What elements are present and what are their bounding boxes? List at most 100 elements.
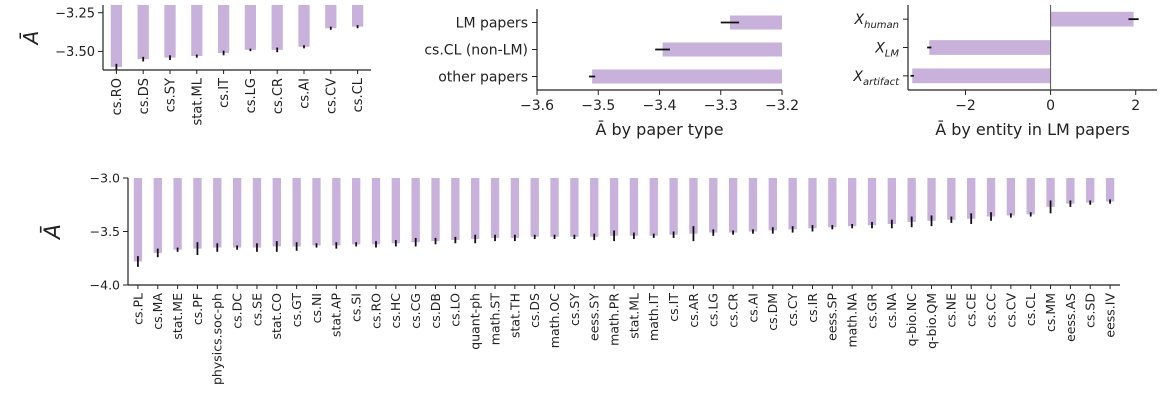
bar-stat-ml (629, 178, 639, 236)
x-tick-label-cs-ai: cs.AI (298, 78, 313, 109)
bar-math-pr (609, 178, 619, 236)
bar-cs-cl-non-lm- (662, 42, 782, 57)
x-tick-label-cs-cl: cs.CL (1023, 293, 1038, 326)
bar-lm-papers (729, 15, 782, 30)
x-tick-label-cs-sd: cs.SD (1083, 293, 1098, 328)
x-tick-label-eess-sp: eess.SP (825, 293, 840, 341)
bar-x-human (1050, 11, 1134, 27)
y-tick-label-lm-papers: LM papers (456, 16, 528, 32)
bar-stat-me (173, 178, 182, 250)
bar-cs-ar (689, 178, 698, 234)
x-tick-label-cs-ro: cs.RO (110, 78, 125, 115)
x-tick-label-cs-gt: cs.GT (289, 293, 304, 328)
y-tick-label-x-lm: XLM (874, 41, 899, 60)
x-tick-label-cs-cl: cs.CL (351, 77, 366, 112)
bar-eess-sp (828, 178, 837, 228)
x-tick-label: 2 (1131, 98, 1140, 114)
x-tick-label: 0 (1046, 98, 1055, 114)
bar-cs-cc (986, 178, 996, 217)
bar-math-na (847, 178, 857, 227)
bar-cs-sd (1086, 178, 1095, 203)
x-tick-label: −3.5 (581, 98, 615, 114)
x-tick-label-cs-ni: cs.NI (309, 293, 324, 323)
x-tick-label-cs-db: cs.DB (428, 293, 443, 329)
bar-cs-lg (709, 178, 718, 233)
bar-physics-soc-ph (213, 178, 222, 248)
bar-cs-mm (1046, 178, 1055, 207)
x-tick-label-math-na: math.NA (845, 293, 860, 348)
bar-cs-cy (788, 178, 797, 230)
x-axis-label: Ā by entity in LM papers (935, 120, 1130, 139)
bar-cs-si (351, 178, 361, 245)
x-tick-label-cs-ma: cs.MA (150, 293, 165, 330)
y-tick-label-cs-cl-non-lm-: cs.CL (non-LM) (424, 43, 528, 59)
bar-cs-se (252, 178, 262, 248)
bar-cs-cg (411, 178, 420, 243)
x-tick-label: −3.2 (765, 98, 799, 114)
bar-cs-sy (164, 5, 176, 58)
bar-stat-th (510, 178, 520, 238)
x-tick-label-stat-ml: stat.ML (190, 77, 205, 125)
bar-x-lm (929, 40, 1051, 55)
x-tick-label-cs-lo: cs.LO (448, 293, 463, 327)
bar-x-artifact (912, 68, 1051, 84)
bar-cs-hc (391, 178, 401, 244)
y-tick-label: −3.25 (55, 6, 95, 21)
x-tick-label-cs-ds: cs.DS (137, 78, 152, 114)
x-tick-label-cs-lg: cs.LG (706, 293, 721, 327)
bar-quant-ph (471, 178, 480, 239)
x-tick-label-cs-ds: cs.DS (527, 293, 542, 328)
bar-eess-as (1066, 178, 1075, 204)
bar-cs-cr (728, 178, 738, 233)
y-tick-label-x-human: Xhuman (854, 12, 899, 31)
y-tick-label: −3.5 (90, 224, 120, 239)
x-tick-label-cs-sy: cs.SY (164, 78, 179, 112)
bar-cs-ds (137, 5, 149, 60)
x-tick-label-cs-dc: cs.DC (229, 293, 244, 329)
x-tick-label-cs-cg: cs.CG (408, 293, 423, 329)
x-tick-label-stat-ap: stat.AP (329, 293, 344, 337)
bar-eess-sy (590, 178, 599, 237)
x-tick-label-cs-cv: cs.CV (1003, 293, 1018, 328)
x-tick-label-cs-ce: cs.CE (964, 293, 979, 327)
x-tick-label-cs-lg: cs.LG (244, 78, 259, 113)
panel-all-categories: cs.PL cs.MA stat.ME cs.PF physics.soc-ph cs.D… (41, 170, 1120, 385)
x-tick-label-stat-me: stat.ME (170, 293, 185, 340)
x-tick-label-cs-cv: cs.CV (324, 78, 339, 114)
x-tick-label-cs-pf: cs.PF (190, 293, 205, 325)
x-tick-label-cs-sy: cs.SY (567, 293, 582, 326)
bar-cs-cl (351, 5, 364, 27)
bar-cs-ai (748, 178, 758, 232)
bar-cs-gr (867, 178, 877, 226)
bar-cs-pl (133, 178, 143, 262)
x-tick-label: −2 (955, 98, 976, 114)
x-tick-label-physics-soc-ph: physics.soc-ph (210, 293, 225, 385)
panel-top-left-category-means: cs.RO cs.DS cs.SY stat.ML cs.IT cs.LG cs.CR cs.… (19, 5, 371, 126)
x-tick-label-math-oc: math.OC (547, 293, 562, 348)
bar-cs-ro (371, 178, 381, 245)
bar-eess-iv (1105, 178, 1115, 202)
x-tick-label-stat-co: stat.CO (269, 293, 284, 340)
x-tick-label-eess-sy: eess.SY (587, 293, 602, 341)
x-tick-label-cs-ir: cs.IR (805, 293, 820, 323)
x-tick-label-eess-as: eess.AS (1063, 293, 1078, 342)
bar-cs-pf (193, 178, 202, 249)
panel-entity: Xhuman XLM Xartifact −2 0 2Ā by entity in LM … (852, 5, 1157, 139)
x-tick-label-stat-ml: stat.ML (626, 293, 641, 339)
x-tick-label-quant-ph: quant-ph (468, 293, 483, 350)
bar-other-papers (592, 69, 782, 84)
bar-cs-cr (271, 5, 283, 50)
x-tick-label-q-bio-nc: q-bio.NC (904, 293, 919, 347)
x-tick-label-cs-cc: cs.CC (983, 293, 998, 328)
bar-cs-ne (947, 178, 956, 220)
bar-cs-ma (153, 178, 162, 253)
bar-math-it (649, 178, 658, 236)
bar-cs-cv (325, 5, 337, 29)
bar-cs-lo (451, 178, 460, 241)
x-tick-label: −3.3 (704, 98, 738, 114)
bar-cs-ds (530, 178, 539, 237)
x-tick-label-cs-ne: cs.NE (944, 293, 959, 328)
y-tick-label: −3.50 (55, 45, 95, 60)
x-tick-label-eess-iv: eess.IV (1102, 293, 1117, 338)
